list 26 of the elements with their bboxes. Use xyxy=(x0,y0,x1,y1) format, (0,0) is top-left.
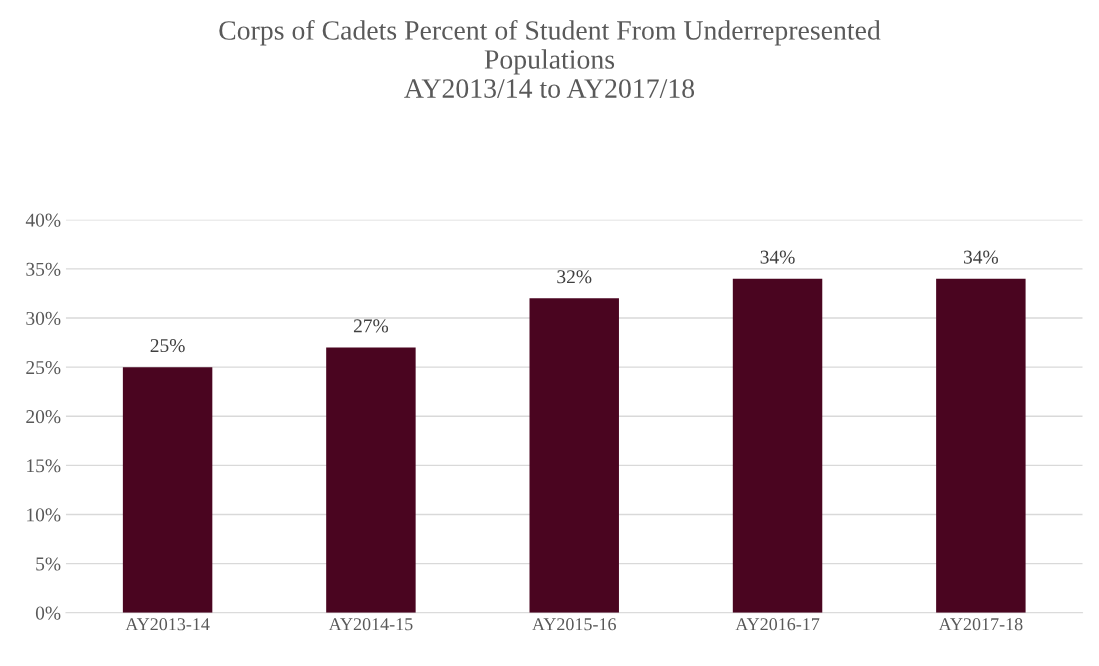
data-label: 27% xyxy=(353,319,389,333)
x-tick-label: AY2016-17 xyxy=(735,618,820,631)
x-tick-label: AY2013-14 xyxy=(125,618,210,631)
y-tick-label: 0% xyxy=(35,606,61,620)
y-tick-label: 5% xyxy=(36,557,61,571)
y-tick-label: 20% xyxy=(26,410,61,424)
bar xyxy=(732,278,823,613)
bar xyxy=(326,347,416,613)
data-label: 34% xyxy=(760,250,795,264)
y-tick-label: 10% xyxy=(27,508,61,522)
y-tick-label: 40% xyxy=(25,213,61,227)
y-tick-label: 15% xyxy=(27,459,61,473)
bar xyxy=(936,278,1026,613)
data-label: 32% xyxy=(557,270,592,284)
data-label: 25% xyxy=(150,338,185,353)
bar xyxy=(529,298,619,613)
y-tick-label: 35% xyxy=(26,262,61,276)
chart-subtitle: AY2013/14 to AY2017/18 xyxy=(404,79,695,98)
chart-title: Corps of Cadets Percent of Student From Underrepresented Populations xyxy=(219,19,881,75)
y-tick-label: 30% xyxy=(26,311,61,326)
y-tick-label: 25% xyxy=(26,360,61,375)
x-tick-label: AY2017-18 xyxy=(938,618,1023,631)
bar xyxy=(122,367,213,613)
data-label: 34% xyxy=(963,250,999,264)
x-tick-label: AY2015-16 xyxy=(532,618,616,631)
x-tick-label: AY2014-15 xyxy=(328,618,413,631)
